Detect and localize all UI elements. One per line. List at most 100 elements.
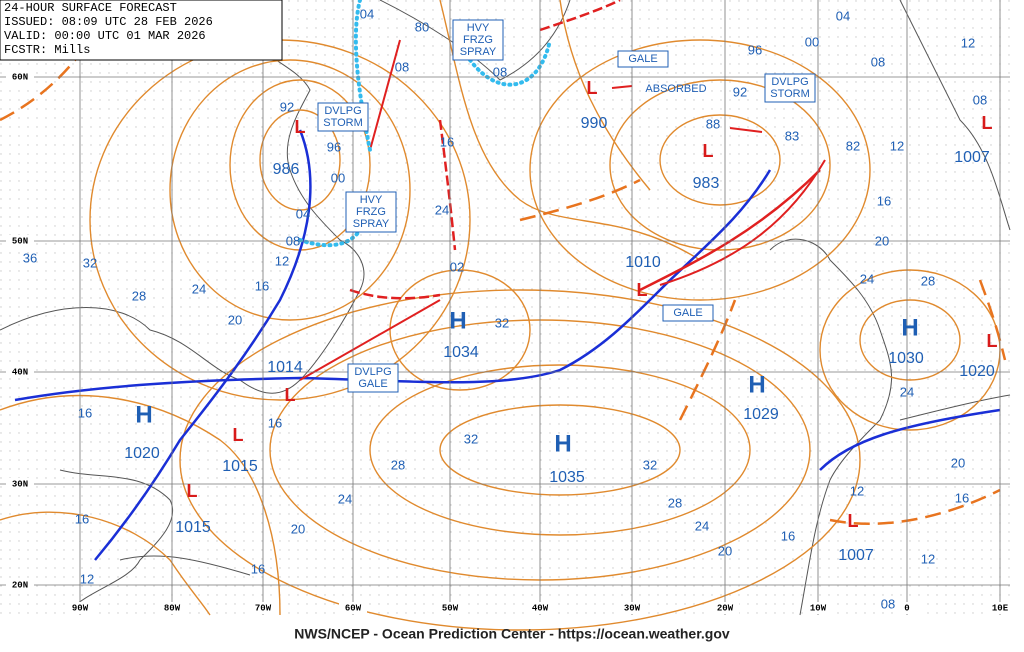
longitude-label-box (804, 602, 832, 614)
isobar-label: 16 (75, 511, 89, 526)
isobar-label: 92 (733, 84, 747, 99)
longitude-label-box (436, 602, 464, 614)
fronts (0, 0, 1007, 561)
isobar-label: 32 (464, 431, 478, 446)
annotation: ABSORBED (645, 83, 706, 95)
isobar-label: 12 (850, 483, 864, 498)
low-pressure: 986 (273, 161, 300, 178)
header-box (0, 0, 283, 61)
low-symbol: L (637, 280, 648, 300)
longitude-label-box (711, 602, 739, 614)
header-line: FCSTR: Mills (4, 43, 90, 57)
isobar-label: 16 (440, 134, 454, 149)
isobar-label: 20 (718, 543, 732, 558)
isobar-label: 04 (360, 6, 374, 21)
low-symbol: L (982, 113, 993, 133)
low-symbol: L (233, 425, 244, 445)
isobar-label: 20 (951, 455, 965, 470)
high-pressure: 1035 (549, 469, 585, 486)
longitude-label-box (249, 602, 277, 614)
longitude-label: 10W (810, 603, 827, 613)
footer: NWS/NCEP - Ocean Prediction Center - htt… (294, 626, 730, 642)
isobar-label: 92 (280, 99, 294, 114)
isobar-label: 08 (493, 64, 507, 79)
isobar-label: 12 (961, 35, 975, 50)
header-line: VALID: 00:00 UTC 01 MAR 2026 (4, 29, 206, 43)
isobar-label: 20 (291, 521, 305, 536)
latitude-label: 30N (12, 479, 28, 489)
isobar-label: 04 (296, 206, 310, 221)
warning-text: DVLPG (324, 105, 361, 117)
warning-text: GALE (673, 307, 702, 319)
low-pressure: 1007 (838, 547, 874, 564)
longitude-label: 20W (717, 603, 734, 613)
isobar-label: 82 (846, 138, 860, 153)
isobar-label: 08 (881, 596, 895, 611)
isobar-label: 24 (860, 271, 874, 286)
warning-text: FRZG (463, 34, 493, 46)
high-pressure: 1034 (443, 344, 479, 361)
warning-text: DVLPG (354, 366, 391, 378)
isobar-label: 08 (973, 92, 987, 107)
latitude-label-box (6, 366, 34, 378)
low-symbol: L (187, 481, 198, 501)
isobar-label: 28 (668, 495, 682, 510)
latitude-label: 40N (12, 367, 28, 377)
isobar-label: 28 (132, 288, 146, 303)
isobar-label: 16 (251, 561, 265, 576)
warning-text: FRZG (356, 206, 386, 218)
low-pressure: 1015 (222, 458, 258, 475)
isobar-label: 12 (275, 253, 289, 268)
isobar-label: 28 (921, 273, 935, 288)
header-line: 24-HOUR SURFACE FORECAST (4, 1, 177, 15)
warning-text: STORM (323, 117, 363, 129)
isobar-label: 00 (805, 34, 819, 49)
isobar-label: 36 (23, 250, 37, 265)
latitude-label-box (6, 71, 34, 83)
isobar-label: 88 (706, 116, 720, 131)
high-symbol: H (554, 430, 571, 457)
isobar-label: 08 (286, 233, 300, 248)
longitude-label-box (66, 602, 94, 614)
high-symbol: H (901, 314, 918, 341)
warning-text: SPRAY (460, 46, 497, 58)
latitude-label-box (6, 478, 34, 490)
isobar-label: 16 (78, 405, 92, 420)
latitude-label-box (6, 579, 34, 591)
low-pressure: 1010 (625, 254, 661, 271)
longitude-label: 0 (904, 603, 909, 613)
low-symbol: L (285, 385, 296, 405)
longitude-label-box (526, 602, 554, 614)
longitude-label: 80W (164, 603, 181, 613)
longitude-label: 90W (72, 603, 89, 613)
isobar-label: 16 (781, 528, 795, 543)
high-symbol: H (449, 307, 466, 334)
isobar-label: 20 (228, 312, 242, 327)
warning-box (764, 73, 816, 103)
isobar-label: 12 (921, 551, 935, 566)
latitude-label: 60N (12, 72, 28, 82)
high-symbol: H (748, 371, 765, 398)
isobar-label: 32 (495, 315, 509, 330)
header-line: ISSUED: 08:09 UTC 28 FEB 2026 (4, 15, 213, 29)
isobar-label: 12 (80, 571, 94, 586)
storm-tracks (299, 39, 826, 381)
latitude-label-box (6, 235, 34, 247)
latitude-label: 20N (12, 580, 28, 590)
warning-box (345, 191, 397, 233)
warning-box (317, 102, 369, 132)
low-pressure: 983 (693, 175, 720, 192)
longitude-label: 10E (992, 603, 1009, 613)
isobar-label: 16 (268, 415, 282, 430)
warning-box (662, 304, 714, 322)
high-pressure: 1029 (743, 406, 779, 423)
warning-text: GALE (628, 53, 657, 65)
isobar-label: 16 (877, 193, 891, 208)
longitude-label: 50W (442, 603, 459, 613)
isobar-label: 96 (748, 42, 762, 57)
warning-box (617, 50, 669, 68)
longitude-label-box (986, 602, 1014, 614)
isobar-label: 24 (338, 491, 352, 506)
isobar-label: 08 (395, 59, 409, 74)
low-pressure: 1015 (175, 519, 211, 536)
